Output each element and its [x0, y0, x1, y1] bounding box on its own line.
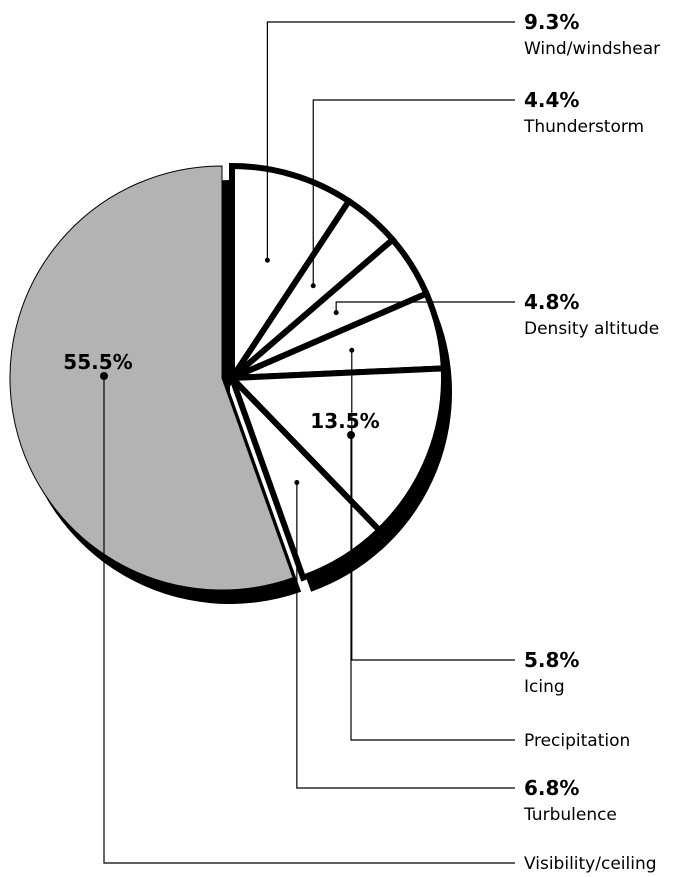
slice-name: Visibility/ceiling — [524, 854, 657, 874]
leader-line — [103, 376, 515, 864]
slice — [9, 165, 294, 591]
leader-line — [296, 482, 515, 789]
slice-percent: 9.3% — [524, 10, 579, 34]
slice — [229, 162, 354, 388]
leader-line — [266, 21, 515, 261]
leader-line — [312, 99, 515, 286]
slice-name: Wind/windshear — [524, 39, 660, 59]
slice-name: Turbulence — [523, 805, 617, 825]
leader-line — [335, 301, 515, 313]
slice-name: Precipitation — [524, 731, 630, 751]
slice-name: Density altitude — [524, 319, 659, 339]
leader-group — [100, 21, 515, 864]
slice-percent: 4.8% — [524, 290, 579, 314]
leader-line — [351, 350, 515, 661]
leader-line — [350, 435, 515, 741]
slice — [229, 375, 384, 582]
slice-percent: 13.5% — [310, 409, 379, 433]
slice-name: Thunderstorm — [523, 117, 644, 137]
slice-name: Icing — [524, 677, 565, 697]
slice-group — [9, 162, 447, 591]
slice-percent: 55.5% — [63, 350, 132, 374]
slice-percent: 6.8% — [524, 776, 579, 800]
slice — [225, 365, 447, 535]
slice-percent: 5.8% — [524, 648, 579, 672]
slice-percent: 4.4% — [524, 88, 579, 112]
